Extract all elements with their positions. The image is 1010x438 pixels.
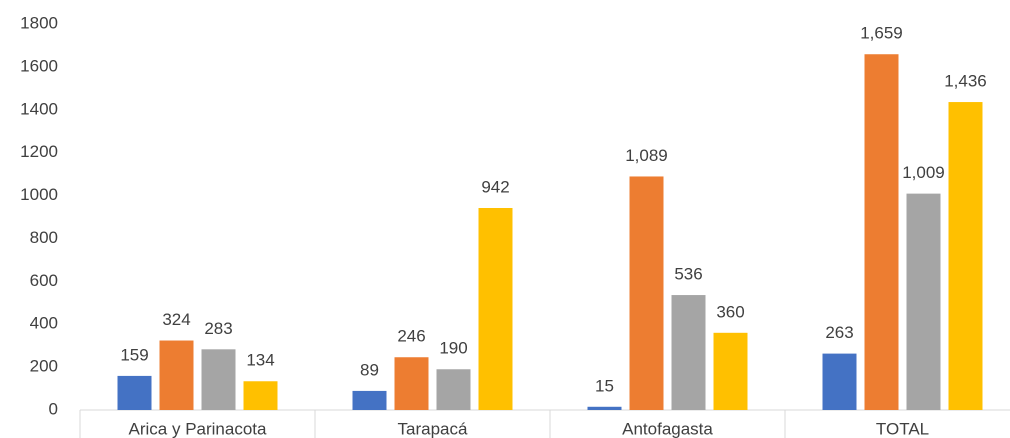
y-tick-label: 1600	[20, 56, 58, 75]
data-label: 1,436	[944, 72, 987, 91]
bar	[671, 295, 706, 410]
y-tick-label: 1200	[20, 142, 58, 161]
x-tick-label: Tarapacá	[398, 419, 468, 438]
bar	[906, 193, 941, 410]
bar	[713, 332, 748, 410]
data-label: 1,089	[625, 146, 668, 165]
data-label: 159	[120, 345, 148, 364]
data-label: 246	[397, 327, 425, 346]
bar	[243, 381, 278, 410]
bar	[394, 357, 429, 410]
bar	[117, 375, 152, 410]
bar	[201, 349, 236, 410]
data-label: 360	[716, 302, 744, 321]
data-label: 15	[595, 376, 614, 395]
y-tick-label: 1000	[20, 185, 58, 204]
data-label: 263	[825, 323, 853, 342]
data-label: 1,009	[902, 163, 945, 182]
data-label: 536	[674, 265, 702, 284]
data-label: 190	[439, 339, 467, 358]
bar	[948, 102, 983, 411]
x-tick-label: TOTAL	[876, 419, 929, 438]
bar	[436, 369, 471, 410]
bar	[864, 54, 899, 411]
bar	[629, 176, 664, 410]
x-tick-label: Arica y Parinacota	[129, 419, 267, 438]
data-label: 324	[162, 310, 190, 329]
data-label: 134	[246, 351, 274, 370]
data-label: 89	[360, 360, 379, 379]
y-tick-label: 400	[30, 314, 58, 333]
data-label: 283	[204, 319, 232, 338]
bar	[822, 353, 857, 410]
bar	[478, 207, 513, 410]
y-tick-label: 0	[49, 399, 58, 418]
y-tick-label: 1800	[20, 13, 58, 32]
x-tick-label: Antofagasta	[622, 419, 713, 438]
bar	[159, 340, 194, 410]
y-tick-label: 1400	[20, 99, 58, 118]
y-tick-label: 600	[30, 271, 58, 290]
bar	[587, 406, 622, 410]
y-tick-label: 200	[30, 357, 58, 376]
y-tick-label: 800	[30, 228, 58, 247]
data-label: 942	[481, 177, 509, 196]
data-label: 1,659	[860, 24, 903, 43]
bar	[352, 390, 387, 410]
